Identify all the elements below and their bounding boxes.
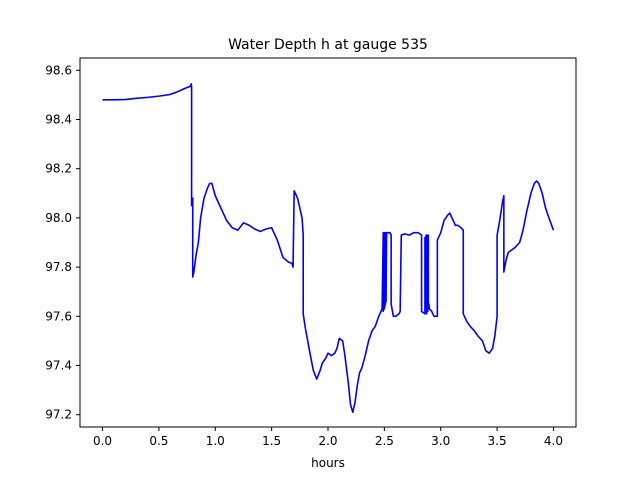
y-tick-label: 98.0 — [45, 211, 72, 225]
y-tick-label: 98.2 — [45, 162, 72, 176]
x-tick-label: 1.0 — [206, 434, 225, 448]
y-tick-label: 98.4 — [45, 113, 72, 127]
y-tick-label: 98.6 — [45, 63, 72, 77]
x-tick-label: 2.5 — [375, 434, 394, 448]
y-axis: 97.2 97.4 97.6 97.8 98.0 98.2 98.4 98.6 — [45, 63, 80, 422]
plot-area — [80, 58, 576, 427]
x-tick-label: 3.0 — [431, 434, 450, 448]
x-tick-label: 0.0 — [93, 434, 112, 448]
series-line-0 — [102, 83, 555, 414]
y-tick-label: 97.8 — [45, 260, 72, 274]
x-tick-label: 1.5 — [262, 434, 281, 448]
y-tick-label: 97.6 — [45, 309, 72, 323]
series-layer — [102, 83, 555, 414]
chart-title: Water Depth h at gauge 535 — [228, 37, 428, 53]
y-tick-label: 97.4 — [45, 359, 72, 373]
x-tick-label: 4.0 — [544, 434, 563, 448]
x-axis-label: hours — [311, 456, 345, 470]
x-axis: 0.0 0.5 1.0 1.5 2.0 2.5 3.0 3.5 4.0 — [93, 427, 563, 448]
y-tick-label: 97.2 — [45, 408, 72, 422]
x-tick-label: 3.5 — [488, 434, 507, 448]
x-tick-label: 0.5 — [149, 434, 168, 448]
x-tick-label: 2.0 — [318, 434, 337, 448]
